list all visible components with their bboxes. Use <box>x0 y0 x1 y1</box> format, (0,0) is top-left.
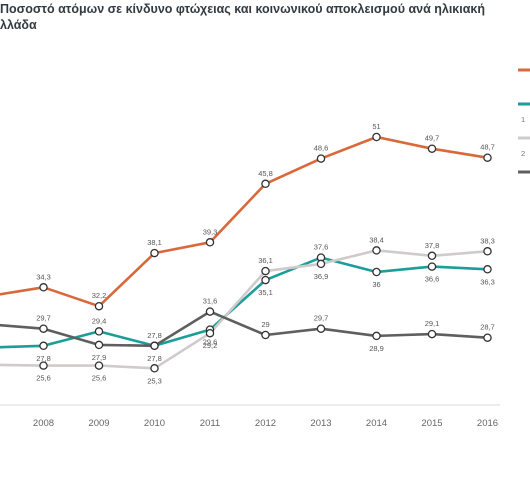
data-point <box>372 132 381 142</box>
data-label: 29,2 <box>203 341 218 350</box>
data-label: 29,1 <box>425 319 440 328</box>
data-label: 28,7 <box>480 323 495 332</box>
data-point <box>483 333 492 342</box>
data-label: 27,8 <box>147 331 162 340</box>
data-label: 38,4 <box>369 235 384 244</box>
data-label: 36,3 <box>480 277 495 286</box>
data-point <box>372 246 381 255</box>
data-point <box>94 327 104 336</box>
data-point <box>261 330 270 340</box>
series-line <box>0 135 489 308</box>
x-tick-label: 2009 <box>88 418 109 429</box>
x-tick-label: 2008 <box>33 418 54 429</box>
data-point <box>205 328 215 338</box>
data-point <box>94 340 104 350</box>
data-label: 25,3 <box>147 376 162 385</box>
series-line <box>0 310 489 348</box>
data-point <box>205 238 215 247</box>
data-point <box>316 154 326 163</box>
x-tick-label: 2016 <box>477 418 498 429</box>
data-label: 29,7 <box>314 314 329 323</box>
data-point <box>316 259 326 269</box>
data-point <box>427 329 437 339</box>
data-label: 27,8 <box>147 354 162 363</box>
data-label: 31,6 <box>203 297 218 306</box>
data-point <box>39 361 48 370</box>
data-point <box>316 324 326 333</box>
data-point <box>261 179 270 189</box>
chart-title-line-1: Ποσοστό ατόμων σε κίνδυνο φτώχειας και κ… <box>0 2 486 16</box>
data-label: 39,3 <box>203 227 218 236</box>
data-point <box>94 361 104 370</box>
data-point <box>39 341 48 351</box>
data-point <box>94 301 104 311</box>
data-point <box>483 265 492 274</box>
data-label: 36 <box>372 280 380 289</box>
data-point <box>427 262 437 271</box>
data-label: 36,1 <box>258 256 273 265</box>
data-point <box>150 341 159 351</box>
x-tick-label: 2012 <box>255 418 276 429</box>
data-label: 48,7 <box>480 143 495 152</box>
data-label: 25,6 <box>36 374 51 383</box>
data-label: 32,2 <box>92 291 107 300</box>
data-point <box>372 267 381 277</box>
data-label: 29 <box>261 320 269 329</box>
data-point <box>150 248 159 258</box>
data-label: 48,6 <box>314 144 329 153</box>
data-label: 27,9 <box>92 353 107 362</box>
data-label: 28,9 <box>369 344 384 353</box>
chart-title: Ποσοστό ατόμων σε κίνδυνο φτώχειας και κ… <box>0 1 520 33</box>
x-tick-label: 2013 <box>310 418 331 429</box>
data-label: 35,1 <box>258 288 273 297</box>
x-tick-label: 2015 <box>421 418 442 429</box>
series-line <box>0 256 489 349</box>
data-point <box>261 266 270 276</box>
data-label: 38,1 <box>147 238 162 247</box>
data-label: 51 <box>372 122 380 131</box>
data-label: 34,3 <box>36 272 51 281</box>
data-label: 36,9 <box>314 272 329 281</box>
data-point <box>39 283 48 292</box>
data-point <box>427 251 437 261</box>
data-label: 27,8 <box>36 354 51 363</box>
data-label: 38,3 <box>480 236 495 245</box>
data-point <box>205 307 215 316</box>
data-point <box>150 364 159 373</box>
data-label: 45,8 <box>258 169 273 178</box>
data-point <box>39 324 48 333</box>
data-label: 36,6 <box>425 275 440 284</box>
legend-fragment: 1 <box>521 115 525 124</box>
data-label: 49,7 <box>425 134 440 143</box>
data-point <box>427 144 437 153</box>
data-point <box>483 153 492 162</box>
chart-title-line-2: λλάδα <box>0 18 37 32</box>
data-label: 29,6 <box>203 338 218 347</box>
data-label: 29,4 <box>92 316 107 325</box>
data-point <box>261 275 270 285</box>
data-point <box>372 331 381 341</box>
data-label: 37,8 <box>425 241 440 250</box>
legend-fragment: 2 <box>521 149 525 158</box>
data-label: 37,6 <box>314 243 329 252</box>
x-tick-label: 2011 <box>200 418 220 429</box>
series-line <box>0 249 489 370</box>
x-tick-label: 2014 <box>366 418 387 429</box>
data-label: 25,6 <box>92 374 107 383</box>
x-tick-label: 2010 <box>144 418 165 429</box>
data-point <box>483 247 492 256</box>
data-label: 29,7 <box>36 314 51 323</box>
